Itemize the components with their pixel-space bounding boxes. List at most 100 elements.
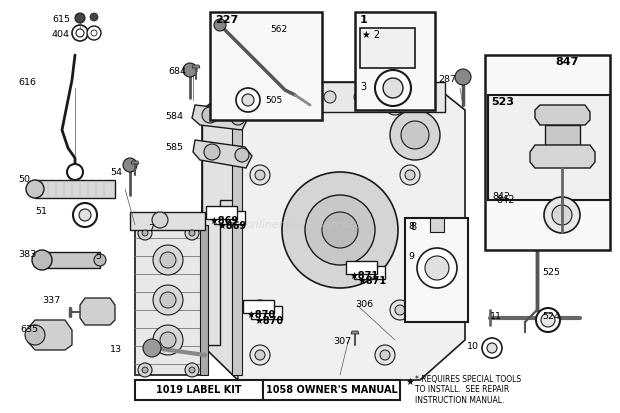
Text: ★869: ★869 bbox=[217, 221, 246, 231]
Bar bbox=[214, 211, 244, 224]
Text: 1058 OWNER'S MANUAL: 1058 OWNER'S MANUAL bbox=[265, 385, 397, 395]
Circle shape bbox=[264, 91, 276, 103]
Bar bbox=[232, 105, 242, 375]
Bar bbox=[488, 95, 610, 200]
Circle shape bbox=[282, 172, 398, 288]
Text: 635: 635 bbox=[20, 325, 38, 334]
Circle shape bbox=[90, 13, 98, 21]
Circle shape bbox=[75, 13, 85, 23]
Text: 1019 LABEL KIT: 1019 LABEL KIT bbox=[156, 385, 242, 395]
Bar bbox=[430, 218, 444, 232]
Circle shape bbox=[189, 367, 195, 373]
Bar bbox=[360, 28, 415, 68]
Circle shape bbox=[32, 250, 52, 270]
Circle shape bbox=[138, 226, 152, 240]
Bar bbox=[130, 212, 205, 230]
Circle shape bbox=[455, 69, 471, 85]
Circle shape bbox=[153, 325, 183, 355]
Circle shape bbox=[322, 212, 358, 248]
Circle shape bbox=[79, 209, 91, 221]
Text: 13: 13 bbox=[110, 345, 122, 354]
Circle shape bbox=[390, 110, 440, 160]
Bar bbox=[210, 12, 322, 120]
Circle shape bbox=[375, 345, 395, 365]
Circle shape bbox=[250, 345, 270, 365]
Circle shape bbox=[305, 195, 375, 265]
Text: ★: ★ bbox=[405, 377, 414, 387]
Text: 585: 585 bbox=[165, 143, 183, 152]
Text: 562: 562 bbox=[270, 25, 287, 34]
Text: * REQUIRES SPECIAL TOOLS
TO INSTALL.  SEE REPAIR
INSTRUCTION MANUAL.: * REQUIRES SPECIAL TOOLS TO INSTALL. SEE… bbox=[415, 375, 521, 405]
Polygon shape bbox=[28, 320, 72, 350]
Bar bbox=[206, 206, 236, 219]
Circle shape bbox=[189, 230, 195, 236]
Polygon shape bbox=[80, 298, 115, 325]
Circle shape bbox=[412, 247, 448, 283]
Circle shape bbox=[425, 256, 449, 280]
Circle shape bbox=[395, 305, 405, 315]
Text: 307: 307 bbox=[333, 337, 351, 346]
Circle shape bbox=[487, 343, 497, 353]
Text: 615: 615 bbox=[52, 15, 70, 24]
Circle shape bbox=[204, 144, 220, 160]
Circle shape bbox=[214, 19, 226, 31]
Circle shape bbox=[183, 63, 197, 77]
Text: 51: 51 bbox=[35, 207, 47, 216]
Polygon shape bbox=[192, 105, 248, 130]
Circle shape bbox=[354, 91, 366, 103]
Circle shape bbox=[87, 26, 101, 40]
Circle shape bbox=[250, 165, 270, 185]
Bar bbox=[200, 225, 208, 375]
Circle shape bbox=[160, 252, 176, 268]
Text: 10: 10 bbox=[467, 342, 479, 351]
Circle shape bbox=[160, 292, 176, 308]
Text: 337: 337 bbox=[42, 296, 60, 305]
Circle shape bbox=[417, 248, 457, 288]
Circle shape bbox=[73, 203, 97, 227]
Bar bbox=[355, 12, 435, 110]
Polygon shape bbox=[202, 82, 465, 380]
Circle shape bbox=[536, 308, 560, 332]
Circle shape bbox=[384, 91, 396, 103]
Text: 616: 616 bbox=[18, 78, 36, 87]
Circle shape bbox=[405, 170, 415, 180]
Circle shape bbox=[544, 197, 580, 233]
Circle shape bbox=[235, 148, 249, 162]
Circle shape bbox=[294, 91, 306, 103]
Text: 227: 227 bbox=[215, 15, 238, 25]
Circle shape bbox=[142, 367, 148, 373]
Circle shape bbox=[123, 158, 137, 172]
Bar bbox=[263, 380, 400, 400]
Circle shape bbox=[143, 339, 161, 357]
Circle shape bbox=[152, 212, 168, 228]
Circle shape bbox=[552, 205, 572, 225]
Circle shape bbox=[324, 91, 336, 103]
Circle shape bbox=[76, 29, 84, 37]
Circle shape bbox=[185, 226, 199, 240]
Bar bbox=[35, 180, 115, 198]
Polygon shape bbox=[192, 65, 200, 68]
Circle shape bbox=[142, 230, 148, 236]
Circle shape bbox=[67, 164, 83, 180]
Text: 287: 287 bbox=[438, 75, 456, 84]
Bar bbox=[346, 261, 376, 274]
Circle shape bbox=[250, 95, 270, 115]
Text: 9: 9 bbox=[408, 252, 414, 261]
Polygon shape bbox=[193, 140, 252, 168]
Circle shape bbox=[72, 25, 88, 41]
Text: ★870: ★870 bbox=[246, 310, 275, 320]
Circle shape bbox=[390, 300, 410, 320]
Circle shape bbox=[185, 363, 199, 377]
Polygon shape bbox=[135, 225, 202, 375]
Circle shape bbox=[380, 350, 390, 360]
Circle shape bbox=[250, 300, 270, 320]
Text: onlinemowerparts.com: onlinemowerparts.com bbox=[246, 220, 374, 230]
Circle shape bbox=[25, 325, 45, 345]
Polygon shape bbox=[131, 161, 139, 164]
Text: 842: 842 bbox=[496, 195, 515, 205]
Text: ★ 2: ★ 2 bbox=[362, 30, 380, 40]
Circle shape bbox=[153, 285, 183, 315]
Text: 54: 54 bbox=[110, 168, 122, 177]
Circle shape bbox=[231, 111, 245, 125]
Text: ★871: ★871 bbox=[349, 271, 378, 281]
